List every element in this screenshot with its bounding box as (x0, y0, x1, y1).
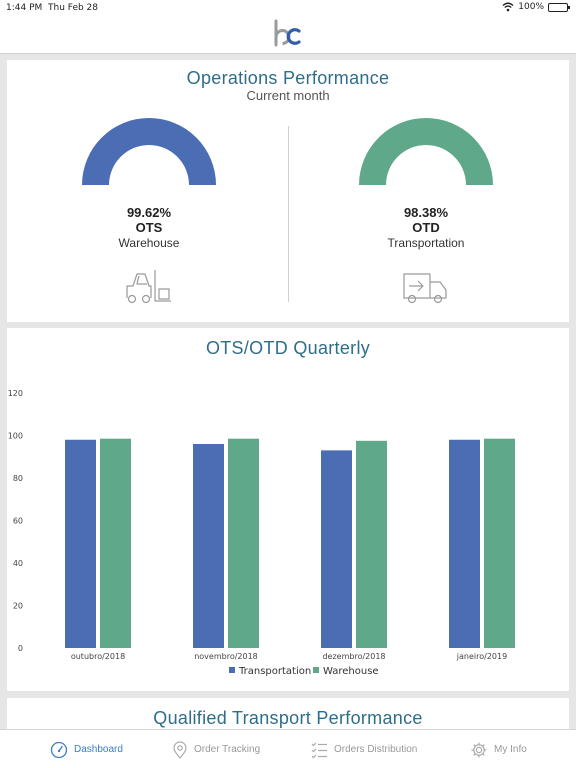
tab-orders-distribution-label: Orders Distribution (334, 744, 418, 755)
battery-percent: 100% (518, 2, 544, 12)
tab-my-info[interactable]: My Info (470, 730, 527, 768)
operations-performance-card: Operations Performance Current month 99.… (7, 60, 569, 322)
bc-logo (274, 19, 301, 47)
checklist-icon (311, 742, 327, 758)
forklift-icon (126, 270, 171, 304)
y-tick-label: 100 (8, 432, 23, 441)
ots-value: 99.62% (126, 205, 172, 220)
bar-warehouse-1[interactable] (228, 438, 259, 648)
ots-label: OTS (135, 220, 163, 235)
tab-dashboard[interactable]: Dashboard (50, 730, 123, 768)
tab-order-tracking-label: Order Tracking (194, 744, 261, 755)
delivery-truck-icon (403, 273, 447, 304)
wifi-icon (502, 2, 514, 12)
location-pin-icon (173, 740, 187, 759)
tab-my-info-label: My Info (494, 744, 527, 755)
status-right: 100% (502, 2, 570, 12)
gauge-divider (288, 126, 289, 302)
ots-gauge-block[interactable]: 99.62% OTS Warehouse (19, 118, 279, 306)
gear-icon (471, 742, 487, 757)
tab-dashboard-label: Dashboard (74, 744, 123, 755)
bar-warehouse-0[interactable] (100, 438, 131, 648)
ots-gauge (82, 118, 216, 185)
legend-swatch-warehouse (313, 667, 319, 673)
otd-value: 98.38% (403, 205, 449, 220)
tab-order-tracking[interactable]: Order Tracking (172, 730, 260, 768)
ots-sublabel: Warehouse (118, 236, 180, 250)
quarterly-chart-card: OTS/OTD Quarterly 0 20 40 60 80 100 120 outubro… (7, 328, 569, 691)
bar-transportation-0[interactable] (65, 439, 96, 648)
x-tick-label: outubro/2018 (71, 652, 125, 661)
otd-sublabel: Transportation (387, 236, 465, 250)
status-date: Thu Feb 28 (48, 3, 99, 13)
bar-transportation-1[interactable] (193, 444, 224, 648)
quarterly-bar-chart: 0 20 40 60 80 100 120 outubro/2018 novembro/2018… (8, 389, 515, 677)
legend-swatch-transportation (229, 667, 235, 673)
y-tick-label: 20 (13, 602, 23, 611)
bar-warehouse-3[interactable] (484, 438, 515, 648)
x-tick-label: janeiro/2019 (456, 652, 507, 661)
nav-bar (0, 16, 576, 54)
bar-transportation-3[interactable] (449, 439, 480, 648)
status-time: 1:44 PM (6, 3, 43, 13)
tab-bar: Dashboard Order Tracking Orders Distribu… (0, 729, 576, 768)
qualified-transport-title: Qualified Transport Performance (153, 708, 423, 728)
otd-label: OTD (412, 220, 440, 235)
y-tick-label: 40 (13, 559, 23, 568)
operations-performance-title: Operations Performance (186, 68, 390, 88)
bar-transportation-2[interactable] (321, 450, 352, 648)
y-tick-label: 120 (8, 389, 23, 398)
x-tick-label: novembro/2018 (194, 652, 258, 661)
bar-warehouse-2[interactable] (356, 440, 387, 648)
otd-gauge (359, 118, 493, 185)
y-tick-label: 80 (13, 474, 23, 483)
legend-label-transportation: Transportation (238, 666, 311, 677)
x-tick-label: dezembro/2018 (322, 652, 385, 661)
operations-performance-subtitle: Current month (246, 88, 330, 103)
battery-icon (548, 2, 570, 12)
y-tick-label: 0 (18, 644, 23, 653)
speedometer-icon (50, 741, 68, 758)
y-tick-label: 60 (13, 517, 23, 526)
status-bar: 1:44 PM Thu Feb 28 100% (0, 0, 576, 16)
quarterly-chart-title: OTS/OTD Quarterly (205, 338, 371, 358)
otd-gauge-block[interactable]: 98.38% OTD Transportation (296, 118, 556, 306)
legend-label-warehouse: Warehouse (323, 666, 379, 677)
tab-orders-distribution[interactable]: Orders Distribution (311, 730, 417, 768)
